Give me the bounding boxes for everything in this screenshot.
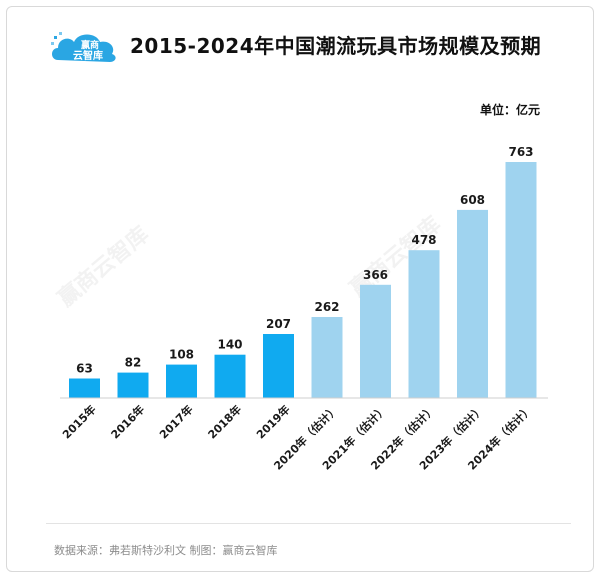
bar-5 [311,317,343,398]
x-tick-label-2: 2017年 [156,402,195,441]
logo-text-top: 赢商 [81,39,99,51]
data-label-7: 478 [411,233,436,247]
watermark-text: 赢商云智库 [53,221,154,312]
data-label-1: 82 [125,356,142,370]
data-label-5: 262 [314,300,339,314]
bar-9 [505,162,537,398]
data-label-6: 366 [363,268,388,282]
bar-2 [166,364,197,398]
data-labels-group: 63 82 108 140 207 262 366 478 608 763 [76,145,533,376]
data-label-4: 207 [266,317,291,331]
data-label-9: 763 [508,145,533,159]
logo-text-bottom: 云智库 [73,49,103,62]
x-tick-label-0: 2015年 [59,402,98,441]
bar-1 [117,372,149,398]
bar-0 [69,378,100,398]
chart-card [6,6,594,572]
x-tick-label-1: 2016年 [108,402,147,441]
bar-3 [214,354,246,398]
bar-4 [263,334,294,398]
source-note: 数据来源：弗若斯特沙利文 制图：赢商云智库 [54,544,278,557]
data-label-2: 108 [169,348,194,362]
data-label-0: 63 [76,362,93,376]
footer-divider [46,523,571,524]
bar-6 [360,284,391,398]
logo-cloud-icon: 赢商 云智库 [51,32,116,62]
x-tick-label-4: 2019年 [253,402,292,441]
unit-label: 单位：亿元 [480,103,541,117]
bar-8 [457,209,488,398]
bars-group [69,162,537,398]
x-tick-label-3: 2018年 [205,402,244,441]
data-label-8: 608 [460,193,485,207]
bar-7 [408,250,440,398]
x-tick-labels-group: 2015年 2016年 2017年 2018年 2019年2020年（估计）2021年（… [59,402,535,472]
data-label-3: 140 [217,338,242,352]
chart-title: 2015-2024年中国潮流玩具市场规模及预期 [130,34,542,58]
